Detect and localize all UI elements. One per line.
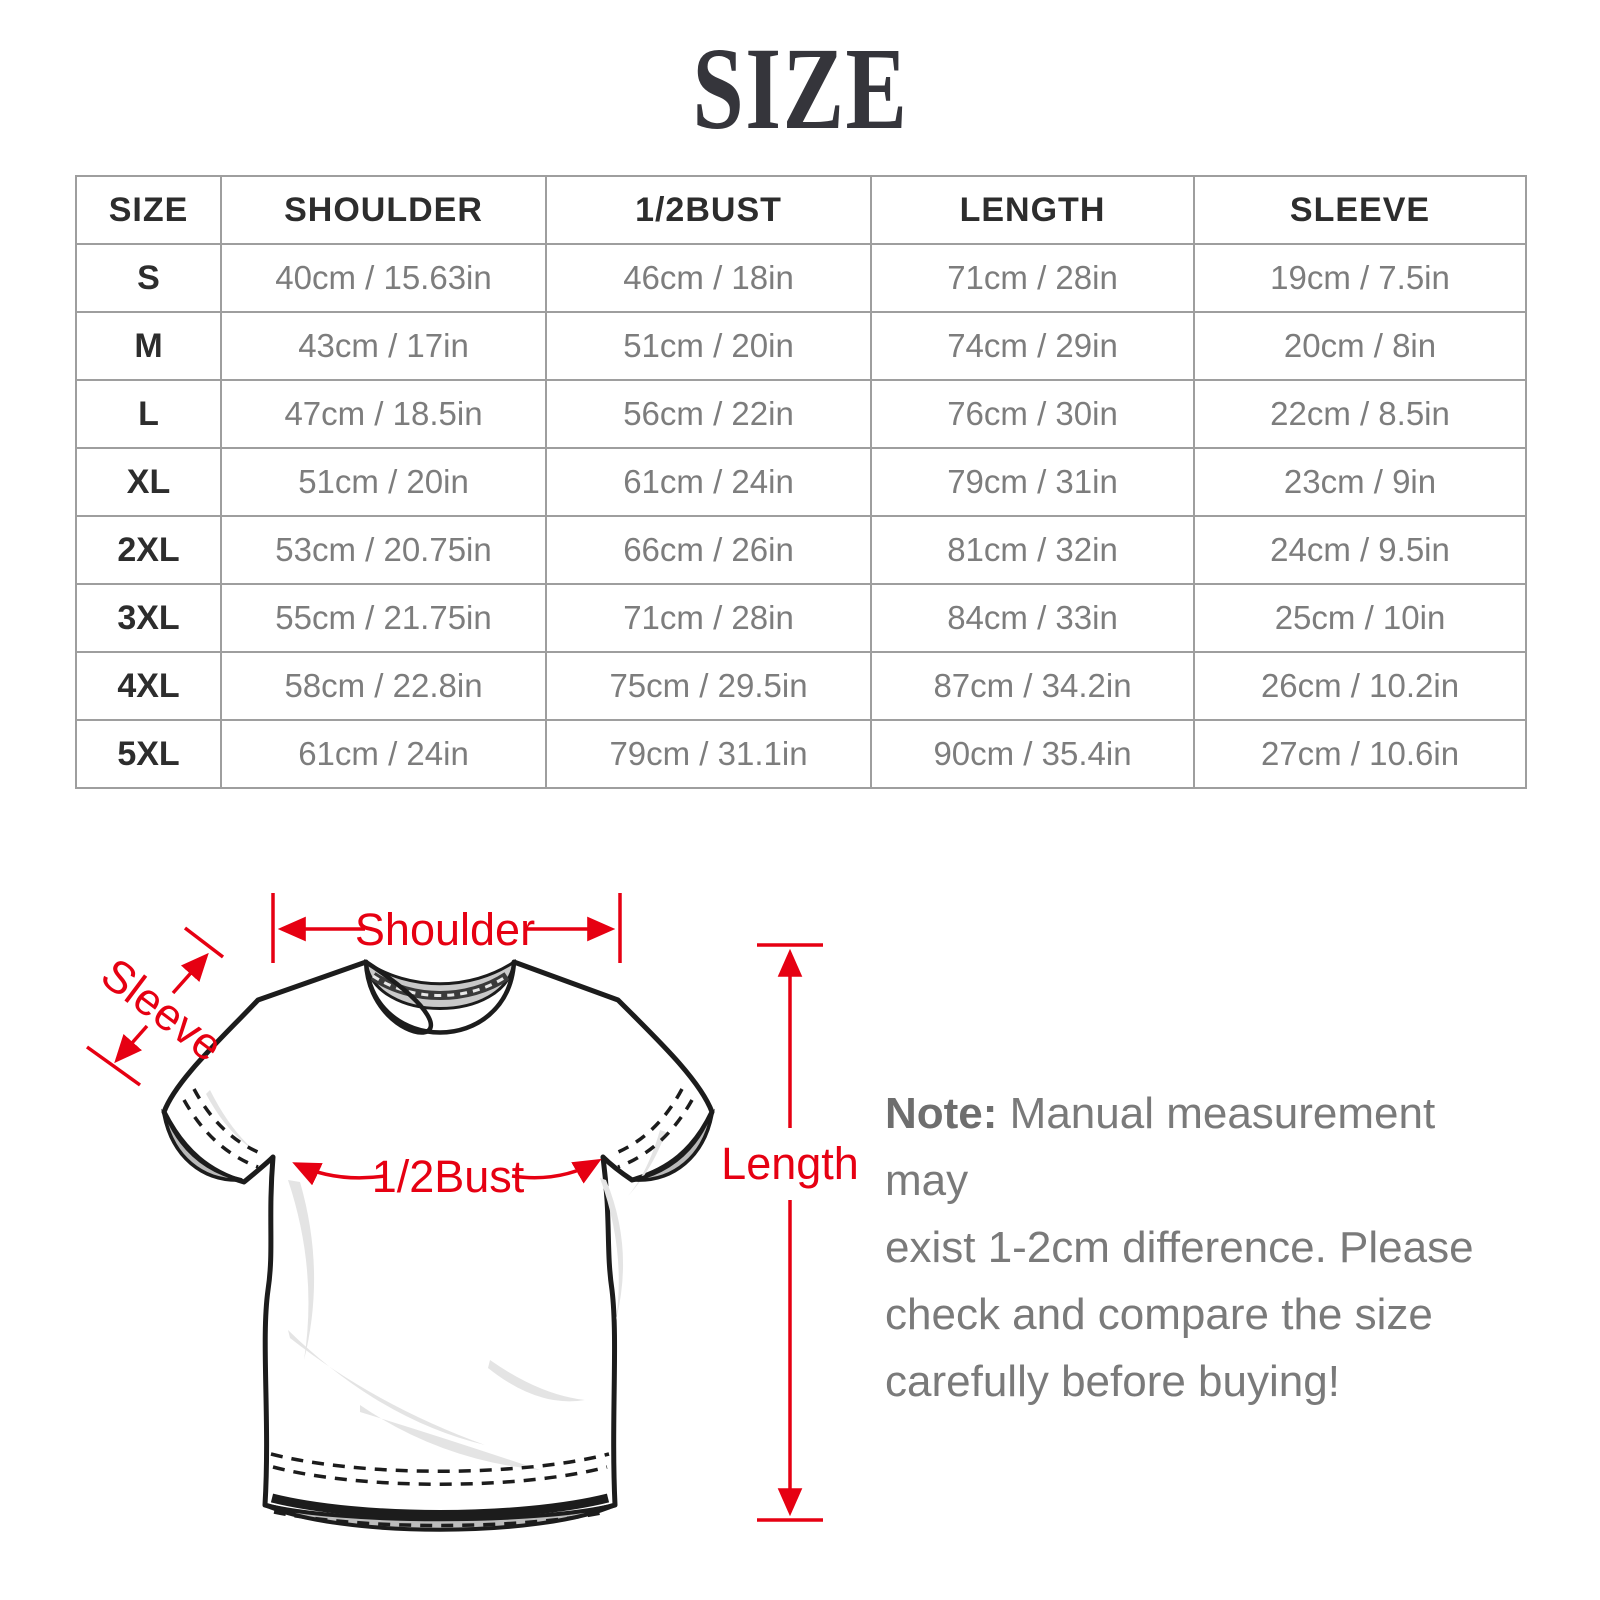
sleeve-value: 27cm / 10.6in [1193, 719, 1527, 789]
sleeve-value: 23cm / 9in [1193, 447, 1527, 517]
bust-value: 51cm / 20in [545, 311, 872, 381]
bust-value: 79cm / 31.1in [545, 719, 872, 789]
size-label: 3XL [75, 583, 222, 653]
bust-value: 71cm / 28in [545, 583, 872, 653]
length-value: 84cm / 33in [870, 583, 1195, 653]
shoulder-value: 47cm / 18.5in [220, 379, 547, 449]
col-header-length: LENGTH [870, 175, 1195, 245]
table-header-row: SIZE SHOULDER 1/2BUST LENGTH SLEEVE [75, 175, 1527, 245]
length-value: 76cm / 30in [870, 379, 1195, 449]
note-line: Note: Manual measurement may [885, 1080, 1505, 1214]
shoulder-label: Shoulder [355, 904, 535, 955]
size-label: S [75, 243, 222, 313]
bust-arrow-left [292, 1162, 386, 1186]
shoulder-measure: Shoulder [271, 893, 622, 963]
page-title: SIZE [691, 23, 909, 154]
bust-measure: 1/2Bust [292, 1151, 602, 1202]
shoulder-value: 51cm / 20in [220, 447, 547, 517]
note-line: exist 1-2cm difference. Please [885, 1223, 1474, 1272]
size-table: SIZE SHOULDER 1/2BUST LENGTH SLEEVE S 40… [75, 175, 1527, 789]
size-label: 4XL [75, 651, 222, 721]
bust-value: 66cm / 26in [545, 515, 872, 585]
length-value: 79cm / 31in [870, 447, 1195, 517]
bust-value: 56cm / 22in [545, 379, 872, 449]
shoulder-value: 53cm / 20.75in [220, 515, 547, 585]
size-label: M [75, 311, 222, 381]
hem-stitch [272, 1465, 608, 1486]
shoulder-value: 40cm / 15.63in [220, 243, 547, 313]
tshirt-outline-icon [161, 958, 715, 1532]
length-value: 90cm / 35.4in [870, 719, 1195, 789]
col-header-size: SIZE [75, 175, 222, 245]
col-header-bust: 1/2BUST [545, 175, 872, 245]
note-line: carefully before buying! [885, 1357, 1340, 1406]
table-row: M 43cm / 17in 51cm / 20in 74cm / 29in 20… [75, 311, 1527, 381]
shoulder-value: 43cm / 17in [220, 311, 547, 381]
collar-stitch-zigzag [372, 974, 508, 997]
hem-roll [270, 1493, 610, 1519]
length-measure: Length [721, 943, 859, 1522]
wrinkle-shading [206, 1090, 666, 1470]
table-row: S 40cm / 15.63in 46cm / 18in 71cm / 28in… [75, 243, 1527, 313]
table-row: 4XL 58cm / 22.8in 75cm / 29.5in 87cm / 3… [75, 651, 1527, 721]
right-cuff-interior [633, 1108, 715, 1182]
right-cuff-stitch [610, 1088, 684, 1157]
sleeve-value: 26cm / 10.2in [1193, 651, 1527, 721]
table-row: 5XL 61cm / 24in 79cm / 31.1in 90cm / 35.… [75, 719, 1527, 789]
hem-stitch [273, 1510, 607, 1528]
sleeve-tick-top [183, 926, 225, 959]
bust-arrow-right [511, 1158, 602, 1184]
note-prefix: Note: [885, 1089, 998, 1138]
table-row: 3XL 55cm / 21.75in 71cm / 28in 84cm / 33… [75, 583, 1527, 653]
note-line: check and compare the size [885, 1290, 1433, 1339]
hem-stitch [270, 1452, 610, 1473]
left-cuff-interior [161, 1108, 243, 1182]
shoulder-value: 58cm / 22.8in [220, 651, 547, 721]
col-header-shoulder: SHOULDER [220, 175, 547, 245]
measurement-note: Note: Manual measurement may exist 1-2cm… [885, 1080, 1505, 1415]
sleeve-tick-bottom [85, 1045, 142, 1087]
collar-rib-seam [363, 960, 517, 1035]
sleeve-arrow-up [171, 952, 209, 995]
table-row: 2XL 53cm / 20.75in 66cm / 26in 81cm / 32… [75, 515, 1527, 585]
bust-value: 75cm / 29.5in [545, 651, 872, 721]
bust-value: 61cm / 24in [545, 447, 872, 517]
sleeve-arrow-down [114, 1024, 149, 1064]
left-cuff-stitch [192, 1088, 266, 1157]
size-label: XL [75, 447, 222, 517]
sleeve-value: 25cm / 10in [1193, 583, 1527, 653]
page-title-wrap: SIZE [0, 30, 1600, 148]
size-label: 2XL [75, 515, 222, 585]
shoulder-value: 61cm / 24in [220, 719, 547, 789]
tshirt-measurement-diagram: Shoulder Sleeve 1/2Bust Length [85, 893, 859, 1532]
sleeve-value: 19cm / 7.5in [1193, 243, 1527, 313]
sleeve-value: 24cm / 9.5in [1193, 515, 1527, 585]
bust-label: 1/2Bust [372, 1151, 525, 1202]
bust-value: 46cm / 18in [545, 243, 872, 313]
note-line1-rest: Manual measurement may [885, 1089, 1436, 1205]
shoulder-value: 55cm / 21.75in [220, 583, 547, 653]
col-header-sleeve: SLEEVE [1193, 175, 1527, 245]
sleeve-value: 20cm / 8in [1193, 311, 1527, 381]
length-value: 87cm / 34.2in [870, 651, 1195, 721]
table-row: XL 51cm / 20in 61cm / 24in 79cm / 31in 2… [75, 447, 1527, 517]
length-value: 74cm / 29in [870, 311, 1195, 381]
length-label: Length [721, 1138, 859, 1189]
size-label: 5XL [75, 719, 222, 789]
length-value: 81cm / 32in [870, 515, 1195, 585]
sleeve-label: Sleeve [92, 948, 233, 1072]
size-label: L [75, 379, 222, 449]
length-value: 71cm / 28in [870, 243, 1195, 313]
table-row: L 47cm / 18.5in 56cm / 22in 76cm / 30in … [75, 379, 1527, 449]
sleeve-value: 22cm / 8.5in [1193, 379, 1527, 449]
